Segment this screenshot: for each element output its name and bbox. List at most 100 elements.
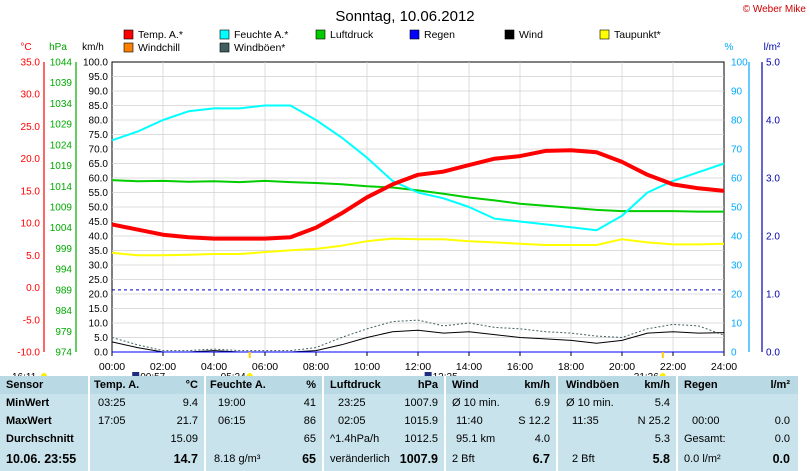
pct-tick-label: 40: [731, 232, 743, 243]
kmh-tick-label: 0.0: [94, 348, 108, 359]
temp-tick-label: 35.0: [21, 58, 41, 69]
wind-avg: 4.0: [534, 433, 550, 445]
wind-now: 6.7: [532, 452, 550, 466]
rain-now: 0.0: [772, 452, 790, 466]
x-tick-label: 00:00: [99, 361, 125, 373]
legend-swatch-3: [409, 29, 420, 40]
hpa-tick-label: 1034: [50, 99, 73, 110]
temp-avg: 15.09: [170, 433, 198, 445]
hpa-tick-label: 1004: [50, 223, 73, 234]
temp-max-time: 17:05: [98, 415, 126, 427]
sensor-avg-label: Durchschnitt: [6, 433, 74, 445]
rain-time: 00:00: [692, 415, 720, 427]
temp-tick-label: -10.0: [17, 348, 40, 359]
kmh-tick-label: 65.0: [89, 159, 109, 170]
series-wind: [111, 329, 725, 353]
kmh-tick-label: 95.0: [89, 72, 109, 83]
x-tick-label: 16:00: [507, 361, 533, 373]
legend-swatch-6: [123, 42, 134, 53]
left-sun-icon: [41, 373, 47, 376]
hpa-tick-label: 1009: [50, 203, 73, 214]
summary-table: Sensor MinWert MaxWert Durchschnitt 10.0…: [0, 376, 810, 471]
kmh-unit-label: km/h: [82, 42, 104, 53]
hum-min: 41: [303, 397, 316, 409]
pct-tick-label: 60: [731, 174, 743, 185]
gust-unit: km/h: [644, 379, 670, 391]
hpa-tick-label: 1019: [50, 161, 73, 172]
kmh-tick-label: 30.0: [89, 261, 109, 272]
kmh-tick-label: 15.0: [89, 304, 109, 315]
temp-tick-label: 30.0: [21, 90, 41, 101]
moonset-moon-icon: [424, 372, 432, 376]
kmh-tick-label: 10.0: [89, 319, 109, 330]
wind-max: S 12.2: [518, 415, 550, 427]
series-temp-a-: [111, 148, 725, 241]
chart-grid: [111, 61, 725, 353]
kmh-tick-label: 45.0: [89, 217, 109, 228]
press-trend: ^1.4hPa/h: [330, 433, 380, 445]
wind-head: Wind: [452, 379, 479, 391]
press-unit: hPa: [417, 379, 438, 391]
wind-unit: km/h: [524, 379, 550, 391]
kmh-tick-label: 70.0: [89, 145, 109, 156]
temp-tick-label: 15.0: [21, 186, 41, 197]
legend-swatch-1: [219, 29, 230, 40]
kmh-tick-label: 80.0: [89, 116, 109, 127]
legend-swatch-4: [504, 29, 515, 40]
legend-swatch-0: [123, 29, 134, 40]
hpa-tick-label: 974: [55, 348, 72, 359]
gust-head: Windböen: [566, 379, 620, 391]
series-windb-en-: [111, 319, 725, 352]
hum-abs: 8.18 g/m³: [214, 453, 261, 465]
x-tick-label: 24:00: [711, 361, 737, 373]
rain-tick-label: 4.0: [766, 116, 780, 127]
x-tick-label: 10:00: [354, 361, 380, 373]
pct-unit-label: %: [725, 42, 734, 53]
sensor-min-label: MinWert: [6, 397, 50, 409]
kmh-tick-label: 20.0: [89, 290, 109, 301]
kmh-tick-label: 25.0: [89, 275, 109, 286]
temp-tick-label: 0.0: [26, 283, 40, 294]
moonrise-moon-icon: [132, 372, 140, 376]
col-sensor: Sensor MinWert MaxWert Durchschnitt 10.0…: [0, 376, 88, 471]
hpa-tick-label: 1029: [50, 120, 73, 131]
temp-tick-label: 10.0: [21, 219, 41, 230]
temp-min-time: 03:25: [98, 397, 126, 409]
press-tendency: veränderlich: [330, 453, 390, 465]
kmh-tick-label: 40.0: [89, 232, 109, 243]
weather-chart: Sonntag, 10.06.2012 © Weber Mike °C hPa …: [12, 4, 807, 376]
legend-label-5: Taupunkt*: [614, 29, 661, 41]
col-gusts: Windböen km/h Ø 10 min. 5.4 11:35 N 25.2…: [558, 376, 676, 471]
temp-min: 9.4: [182, 397, 198, 409]
x-tick-label: 02:00: [150, 361, 176, 373]
series-feuchte-a-: [111, 104, 725, 232]
x-tick-label: 04:00: [201, 361, 227, 373]
x-tick-label: 20:00: [609, 361, 635, 373]
sun-moon-markers: 05:24 21:36 00:57 12:25 16:11: [12, 352, 666, 376]
legend-label-4: Wind: [519, 29, 543, 41]
hum-now: 65: [302, 452, 316, 466]
kmh-tick-label: 55.0: [89, 188, 109, 199]
pct-tick-label: 90: [731, 87, 743, 98]
kmh-tick-label: 35.0: [89, 246, 109, 257]
pct-tick-label: 20: [731, 290, 743, 301]
legend-swatch-2: [315, 29, 326, 40]
gust-avg: 5.3: [654, 433, 670, 445]
sunset-label: 21:36: [634, 372, 659, 376]
chart-plot-area: [111, 104, 725, 353]
col-humidity: Feuchte A. % 19:00 41 06:15 86 65 8.18 g…: [206, 376, 322, 471]
hpa-tick-label: 979: [55, 327, 72, 338]
pct-tick-label: 70: [731, 145, 743, 156]
hum-unit: %: [306, 379, 316, 391]
hpa-tick-label: 1044: [50, 58, 73, 69]
kmh-tick-label: 60.0: [89, 174, 109, 185]
hpa-unit-label: hPa: [49, 42, 67, 53]
pct-tick-label: 80: [731, 116, 743, 127]
pct-tick-label: 50: [731, 203, 743, 214]
x-tick-label: 08:00: [303, 361, 329, 373]
chart-axes: 35.0 30.0 25.0 20.0 15.0 10.0 5.0 0.0 -5.0 -10.0 1…: [17, 58, 780, 374]
credit-text: © Weber Mike: [743, 4, 807, 15]
temp-unit: °C: [185, 379, 198, 391]
sensor-head: Sensor: [6, 379, 44, 391]
